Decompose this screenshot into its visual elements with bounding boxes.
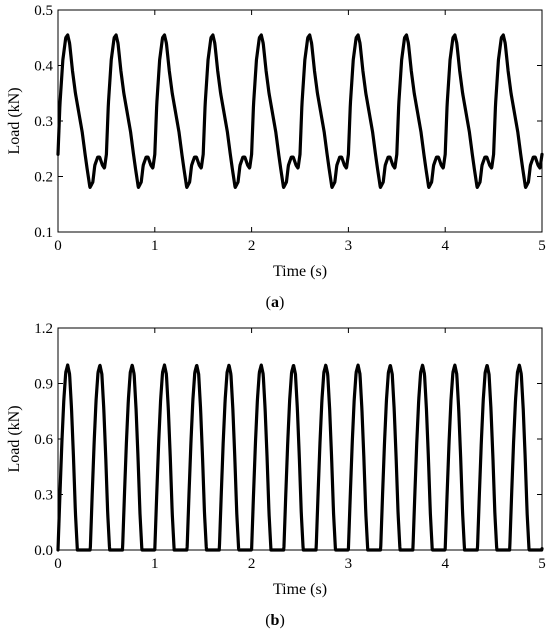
x-axis-label-b: Time (s): [273, 581, 327, 598]
y-tick-label: 0.2: [34, 170, 53, 186]
y-tick-label: 0.1: [34, 225, 53, 241]
y-tick-label: 0.3: [34, 114, 53, 130]
x-tick-label: 2: [248, 238, 256, 254]
y-tick-label: 0.9: [34, 377, 53, 393]
x-tick-label: 1: [151, 238, 159, 254]
x-tick-label: 0: [54, 556, 62, 572]
x-tick-label: 3: [345, 556, 353, 572]
y-tick-label: 1.2: [34, 321, 53, 337]
panel-label-b: (b): [265, 612, 285, 629]
x-tick-labels-b: 0 1 2 3 4 5: [54, 556, 546, 572]
x-tick-label: 5: [538, 556, 546, 572]
x-tick-label: 0: [54, 238, 62, 254]
y-tick-labels-a: 0.1 0.2 0.3 0.4 0.5: [34, 3, 53, 241]
x-axis-label-a: Time (s): [273, 263, 327, 280]
x-tick-label: 4: [441, 556, 449, 572]
x-tick-label: 3: [345, 238, 353, 254]
panel-label-a: (a): [266, 294, 285, 311]
chart-panel-b: 0 1 2 3 4 5 0.0 0.3 0.6 0.9 1.2 Time (s) Load (kN…: [6, 321, 546, 629]
y-tick-label: 0.3: [34, 488, 53, 504]
x-tick-label: 5: [538, 238, 546, 254]
y-tick-label: 0.0: [34, 543, 53, 559]
y-tick-labels-b: 0.0 0.3 0.6 0.9 1.2: [34, 321, 53, 559]
y-tick-label: 0.5: [34, 3, 53, 19]
series-line-b: [56, 363, 544, 552]
chart-panel-a: 0 1 2 3 4 5 0.1 0.2 0.3 0.4 0.5 Time (s) Load (kN…: [6, 3, 546, 311]
y-tick-label: 0.6: [34, 432, 53, 448]
x-tick-label: 1: [151, 556, 159, 572]
y-axis-label-b: Load (kN): [6, 405, 23, 472]
series-line-a: [56, 33, 544, 189]
y-tick-label: 0.4: [34, 59, 53, 75]
x-tick-label: 4: [441, 238, 449, 254]
x-tick-labels-a: 0 1 2 3 4 5: [54, 238, 546, 254]
y-axis-label-a: Load (kN): [6, 87, 23, 154]
x-tick-label: 2: [248, 556, 256, 572]
